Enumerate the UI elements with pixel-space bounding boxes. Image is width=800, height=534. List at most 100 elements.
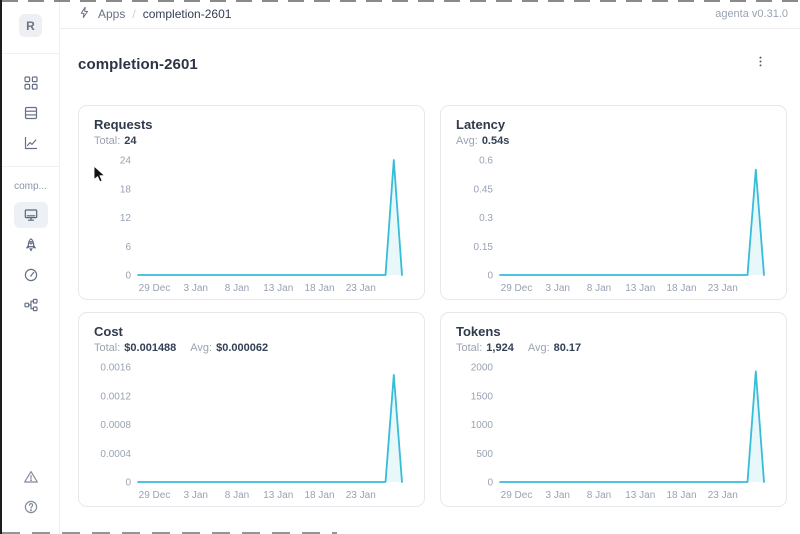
sidebar-item-playground[interactable] (13, 202, 48, 228)
svg-text:6: 6 (125, 242, 131, 253)
svg-text:0: 0 (125, 271, 131, 282)
svg-text:3 Jan: 3 Jan (184, 283, 208, 294)
sidebar-divider (2, 166, 59, 167)
card-title: Latency (456, 117, 506, 132)
observability-chart-icon (23, 135, 39, 151)
deploy-rocket-icon (23, 237, 39, 253)
svg-text:500: 500 (476, 449, 493, 460)
stat-value: 24 (124, 135, 137, 147)
stat-value: 0.54s (481, 135, 510, 147)
card-stats: Avg: 0.54s (456, 135, 771, 147)
svg-text:0.0008: 0.0008 (100, 420, 131, 431)
svg-text:0.6: 0.6 (479, 156, 493, 167)
card-title: Requests (94, 117, 153, 132)
stat-value: 80.17 (553, 342, 582, 354)
card-stats: Total: 24 (94, 135, 409, 147)
svg-text:8 Jan: 8 Jan (587, 283, 611, 294)
stat-label: Total: (94, 135, 121, 147)
requests-card: Requests Total: 24 0 6 12 18 24 29 Dec 3 Jan 8 J… (78, 105, 425, 300)
svg-text:3 Jan: 3 Jan (184, 490, 208, 501)
stat: Avg: $0.000062 (190, 342, 268, 354)
sidebar-item-help[interactable] (14, 494, 48, 520)
svg-text:23 Jan: 23 Jan (346, 283, 376, 294)
svg-text:0: 0 (487, 271, 493, 282)
svg-text:0.0004: 0.0004 (100, 449, 131, 460)
svg-text:1500: 1500 (471, 391, 494, 402)
stat-value: $0.000062 (216, 342, 269, 354)
metrics-grid: Requests Total: 24 0 6 12 18 24 29 Dec 3 Jan 8 J… (78, 105, 787, 507)
traces-tree-icon (23, 297, 39, 313)
stat-value: $0.001488 (124, 342, 177, 354)
svg-text:0: 0 (125, 478, 131, 489)
main-area: Apps / completion-2601 agenta v0.31.0 co… (60, 0, 800, 534)
stat: Total: 24 (94, 135, 137, 147)
page-title: completion-2601 (78, 55, 198, 73)
svg-text:13 Jan: 13 Jan (625, 283, 655, 294)
tokens-chart: 0 500 1000 1500 2000 29 Dec 3 Jan 8 Jan 13 Jan 18… (471, 363, 765, 501)
card-title: Cost (94, 324, 123, 339)
tokens-card: Tokens Total: 1,924 Avg: 80.17 0 500 1000 1500… (440, 312, 787, 507)
svg-text:0.15: 0.15 (474, 242, 494, 253)
sidebar-item-traces[interactable] (14, 292, 48, 318)
sidebar: R (2, 0, 60, 534)
playground-monitor-icon (23, 207, 39, 223)
stat: Avg: 80.17 (528, 342, 581, 354)
svg-text:0.0016: 0.0016 (100, 363, 131, 374)
svg-text:8 Jan: 8 Jan (225, 283, 249, 294)
svg-text:23 Jan: 23 Jan (346, 490, 376, 501)
svg-text:24: 24 (120, 156, 132, 167)
stat-value: 1,924 (486, 342, 514, 354)
requests-chart: 0 6 12 18 24 29 Dec 3 Jan 8 Jan 13 Jan 18 Jan 23 J… (120, 156, 403, 294)
breadcrumb-separator: / (132, 7, 136, 21)
card-title: Tokens (456, 324, 501, 339)
stat-label: Total: (94, 342, 121, 354)
apps-grid-icon (23, 75, 39, 91)
sidebar-divider (2, 53, 59, 54)
svg-text:23 Jan: 23 Jan (708, 283, 738, 294)
svg-text:18: 18 (120, 184, 132, 195)
svg-text:18 Jan: 18 Jan (304, 490, 334, 501)
svg-text:1000: 1000 (471, 420, 494, 431)
svg-text:0.0012: 0.0012 (100, 391, 131, 402)
dashboard-gauge-icon (23, 267, 39, 283)
svg-text:18 Jan: 18 Jan (304, 283, 334, 294)
breadcrumb-apps-link[interactable]: Apps (98, 7, 126, 21)
workspace-avatar[interactable]: R (19, 14, 42, 37)
svg-text:8 Jan: 8 Jan (587, 490, 611, 501)
registry-table-icon (23, 105, 39, 121)
sidebar-item-alerts[interactable] (14, 464, 48, 490)
cost-card: Cost Total: $0.001488 Avg: $0.000062 0 0.000… (78, 312, 425, 507)
sidebar-item-observability[interactable] (14, 130, 48, 156)
stat: Total: 1,924 (456, 342, 514, 354)
svg-text:18 Jan: 18 Jan (666, 283, 696, 294)
breadcrumb-current-app: completion-2601 (142, 7, 232, 21)
help-circle-icon (23, 499, 39, 515)
svg-text:29 Dec: 29 Dec (139, 283, 171, 294)
stat: Avg: 0.54s (456, 135, 509, 147)
svg-text:29 Dec: 29 Dec (139, 490, 171, 501)
svg-text:0.3: 0.3 (479, 213, 493, 224)
lightning-bolt-icon (78, 6, 91, 22)
svg-text:18 Jan: 18 Jan (666, 490, 696, 501)
sidebar-item-registry[interactable] (14, 100, 48, 126)
svg-text:0: 0 (487, 478, 493, 489)
svg-text:13 Jan: 13 Jan (263, 490, 293, 501)
latency-chart: 0 0.15 0.3 0.45 0.6 29 Dec 3 Jan 8 Jan 13 Jan 18 … (474, 156, 765, 294)
svg-text:29 Dec: 29 Dec (501, 283, 533, 294)
sidebar-item-dashboard[interactable] (14, 262, 48, 288)
top-bar: Apps / completion-2601 agenta v0.31.0 (60, 0, 800, 29)
more-options-button[interactable] (750, 53, 771, 75)
svg-text:12: 12 (120, 213, 132, 224)
card-stats: Total: $0.001488 Avg: $0.000062 (94, 342, 409, 354)
svg-text:13 Jan: 13 Jan (263, 283, 293, 294)
sidebar-item-apps[interactable] (14, 70, 48, 96)
cost-chart: 0 0.0004 0.0008 0.0012 0.0016 29 Dec 3 Jan 8 Ja… (100, 363, 403, 501)
kebab-menu-icon (754, 55, 767, 72)
svg-text:23 Jan: 23 Jan (708, 490, 738, 501)
sidebar-item-deployment[interactable] (14, 232, 48, 258)
svg-text:13 Jan: 13 Jan (625, 490, 655, 501)
svg-text:0.45: 0.45 (474, 184, 494, 195)
latency-card: Latency Avg: 0.54s 0 0.15 0.3 0.45 0.6 29 Dec 3… (440, 105, 787, 300)
stat: Total: $0.001488 (94, 342, 176, 354)
